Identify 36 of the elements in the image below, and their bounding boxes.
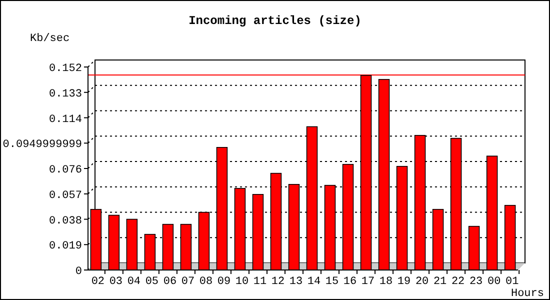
y-tick-label: 0 xyxy=(75,266,82,278)
y-axis-title: Kb/sec xyxy=(30,33,70,45)
y-tick-label: 0.133 xyxy=(48,88,82,100)
y-tick-label: 0.152 xyxy=(48,63,82,75)
y-tick-label: 0.038 xyxy=(48,215,82,228)
x-tick-label: 01 xyxy=(505,276,520,288)
y-tick-label: 0.076 xyxy=(48,164,82,176)
x-tick-label: 17 xyxy=(361,276,375,288)
x-tick-label: 04 xyxy=(127,276,141,288)
x-axis-title: Hours xyxy=(510,288,544,300)
y-tick-label: 0.019 xyxy=(48,240,82,253)
y-tick-label: 0.057 xyxy=(48,190,82,202)
x-tick-label: 08 xyxy=(199,276,213,288)
x-tick-label: 23 xyxy=(469,276,483,288)
y-tick-label: 0.114 xyxy=(48,114,82,126)
x-tick-label: 14 xyxy=(307,276,322,288)
x-tick-label: 05 xyxy=(145,276,159,288)
x-tick-label: 20 xyxy=(415,276,429,288)
x-tick-label: 09 xyxy=(217,276,231,288)
x-tick-label: 03 xyxy=(109,276,123,288)
x-tick-label: 22 xyxy=(451,276,465,288)
y-tick-label: 0.0949999999 xyxy=(2,139,82,152)
x-tick-label: 13 xyxy=(289,276,303,288)
x-tick-label: 00 xyxy=(487,276,501,288)
x-tick-label: 11 xyxy=(253,276,267,288)
x-tick-label: 16 xyxy=(343,276,357,288)
x-tick-label: 21 xyxy=(433,276,448,288)
x-tick-label: 12 xyxy=(271,276,285,288)
x-tick-label: 19 xyxy=(397,276,411,288)
x-tick-label: 07 xyxy=(181,276,195,288)
x-tick-label: 02 xyxy=(91,276,105,288)
x-tick-label: 10 xyxy=(235,276,249,288)
x-tick-label: 18 xyxy=(379,276,393,288)
x-tick-label: 06 xyxy=(163,276,177,288)
x-tick-label: 15 xyxy=(325,276,339,288)
chart-title: Incoming articles (size) xyxy=(188,14,362,28)
